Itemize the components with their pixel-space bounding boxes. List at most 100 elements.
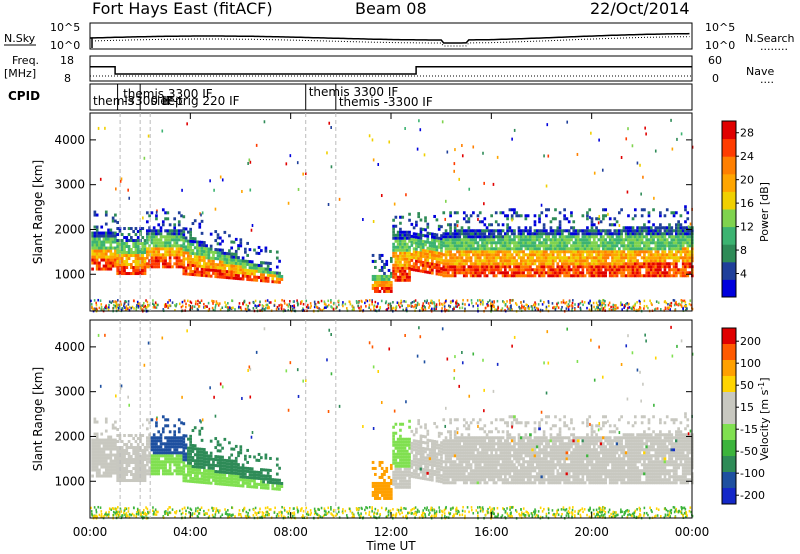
velocity-cell xyxy=(132,449,135,453)
power-cell xyxy=(173,250,177,254)
power-cell xyxy=(602,244,605,248)
power-cell xyxy=(164,238,167,242)
power-noise-cell xyxy=(643,307,645,310)
power-cell xyxy=(107,261,110,265)
power-cell xyxy=(604,247,608,251)
velocity-cell xyxy=(114,420,117,424)
velocity-cell xyxy=(107,453,110,457)
power-cell xyxy=(492,253,496,257)
power-noise-cell xyxy=(541,309,544,312)
power-cell xyxy=(182,248,186,252)
power-sparse-cell xyxy=(597,221,600,225)
power-noise-cell xyxy=(655,300,658,303)
power-cell xyxy=(440,261,443,265)
velocity-cell xyxy=(171,460,174,464)
power-cell xyxy=(415,253,418,257)
power-noise-cell xyxy=(572,299,574,302)
power-cell xyxy=(378,274,382,278)
power-cell xyxy=(405,248,409,252)
power-cell xyxy=(440,270,443,274)
power-cell xyxy=(668,256,671,260)
power-cell xyxy=(271,274,275,278)
power-cell xyxy=(214,275,218,279)
velocity-cell xyxy=(111,471,115,475)
power-noise-cell xyxy=(239,306,242,309)
power-cell xyxy=(98,252,101,256)
velocity-cell xyxy=(180,451,183,455)
power-cell xyxy=(134,254,138,258)
power-cell xyxy=(490,214,493,218)
power-cell xyxy=(127,248,131,252)
power-cell xyxy=(164,262,167,266)
power-noise-cell xyxy=(567,303,570,306)
velocity-cell xyxy=(234,474,238,478)
velocity-cell xyxy=(130,461,133,465)
power-cell xyxy=(599,232,603,236)
power-noise-cell xyxy=(214,309,216,312)
power-cell xyxy=(428,271,432,275)
power-cell xyxy=(136,260,140,264)
power-cell xyxy=(517,262,521,266)
power-cell xyxy=(120,269,124,273)
power-cell xyxy=(560,250,564,254)
power-cell xyxy=(679,268,683,272)
power-cell xyxy=(545,241,548,245)
power-cell xyxy=(394,269,398,273)
power-cell xyxy=(631,226,635,230)
velocity-cell xyxy=(91,474,94,478)
power-cell xyxy=(440,249,443,253)
power-cell xyxy=(501,223,505,227)
velocity-cell xyxy=(127,446,131,450)
power-noise-cell xyxy=(307,303,309,307)
power-cell xyxy=(221,251,224,255)
power-cell xyxy=(467,220,471,224)
velocity-cell xyxy=(157,466,161,470)
velocity-cell xyxy=(212,478,215,482)
power-cell xyxy=(554,271,557,275)
power-cell xyxy=(670,253,674,257)
power-cell xyxy=(428,256,432,260)
power-cell xyxy=(602,235,605,239)
power-cell xyxy=(684,262,687,266)
velocity-cell xyxy=(209,475,213,479)
velocity-cell xyxy=(159,442,163,446)
power-cell xyxy=(175,244,179,248)
power-noise-cell xyxy=(570,304,573,307)
power-cell xyxy=(570,232,573,236)
power-cell xyxy=(652,232,655,236)
power-cell xyxy=(193,219,197,223)
power-cell xyxy=(483,262,487,266)
power-cell xyxy=(415,262,418,266)
power-sparse-cell xyxy=(631,144,634,148)
velocity-cell xyxy=(130,479,133,483)
power-cell xyxy=(132,239,135,243)
power-cell xyxy=(271,277,275,281)
power-noise-cell xyxy=(231,306,233,310)
power-noise-cell xyxy=(163,303,166,307)
power-cell xyxy=(405,260,409,264)
power-cell xyxy=(604,271,608,275)
power-cell xyxy=(627,262,630,266)
power-cell xyxy=(540,250,544,254)
power-noise-cell xyxy=(547,300,550,303)
velocity-cell xyxy=(259,471,263,475)
power-cell xyxy=(586,226,589,230)
power-cell xyxy=(214,266,218,270)
power-cell xyxy=(187,230,190,234)
power-cell xyxy=(134,257,138,261)
power-cell xyxy=(177,238,181,242)
power-cell xyxy=(474,253,478,257)
power-cell xyxy=(412,241,416,245)
power-noise-cell xyxy=(325,303,327,306)
power-sparse-cell xyxy=(120,177,123,181)
power-cell xyxy=(182,266,186,270)
velocity-cell xyxy=(202,463,206,467)
power-cell xyxy=(483,235,487,239)
velocity-cell xyxy=(141,461,145,465)
power-cell xyxy=(460,229,464,233)
power-cell xyxy=(472,229,475,233)
velocity-cell xyxy=(180,469,183,473)
power-noise-cell xyxy=(556,304,558,308)
velocity-cell xyxy=(134,440,138,444)
power-cell xyxy=(588,244,592,248)
